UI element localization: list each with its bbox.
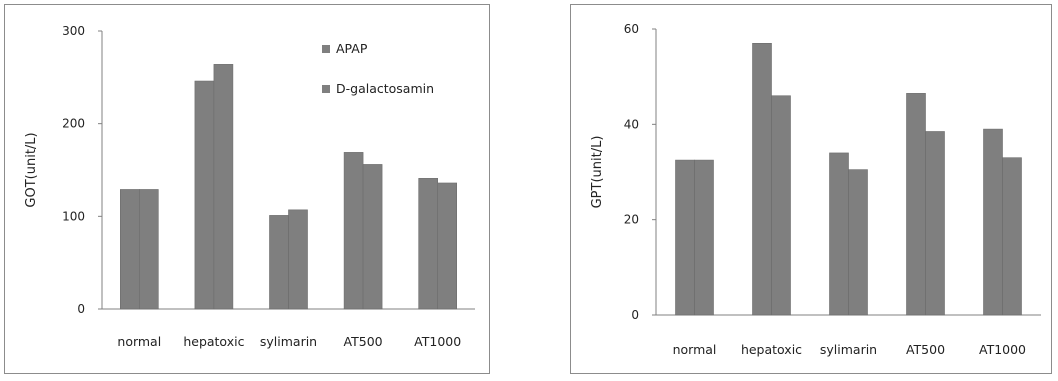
x-category-label: hepatoxic: [741, 342, 802, 357]
y-axis-label: GPT(unit/L): [590, 136, 605, 209]
bar-hepatoxic-series-2: [214, 64, 233, 309]
bar-sylimarin-series-1: [270, 215, 289, 309]
bar-AT500-series-2: [363, 164, 382, 309]
bar-hepatoxic-series-1: [195, 81, 214, 309]
bar-normal-series-1: [120, 189, 139, 309]
bar-AT500-series-1: [907, 93, 926, 315]
y-tick-label: 60: [624, 22, 639, 36]
gpt-bar-chart: 0 20 40 60 GPT(unit/L) normal hepatoxic sylimar…: [571, 5, 1053, 375]
bar-AT1000-series-2: [1003, 158, 1022, 315]
got-bar-chart: 0 100 200 300 GOT(unit/L) normal hepatoxic syli…: [5, 5, 491, 375]
y-tick-label: 0: [77, 302, 85, 316]
x-category-label: normal: [117, 334, 161, 349]
x-category-label: sylimarin: [820, 342, 877, 357]
bar-AT1000-series-1: [419, 178, 438, 309]
x-category-label: AT500: [344, 334, 383, 349]
bar-AT500-series-1: [344, 152, 363, 309]
legend-label: APAP: [336, 41, 368, 56]
y-tick-label: 40: [624, 117, 639, 131]
legend-label: D-galactosamin: [336, 81, 434, 96]
gpt-chart-panel: 0 20 40 60 GPT(unit/L) normal hepatoxic sylimar…: [570, 4, 1052, 374]
bar-normal-series-2: [695, 160, 714, 315]
x-category-label: sylimarin: [260, 334, 317, 349]
x-category-label: normal: [673, 342, 717, 357]
bar-AT1000-series-2: [438, 183, 457, 309]
legend-swatch: [322, 45, 330, 53]
y-axis-label: GOT(unit/L): [24, 132, 39, 207]
y-tick-label: 100: [62, 209, 85, 223]
x-category-label: AT500: [906, 342, 945, 357]
legend-swatch: [322, 85, 330, 93]
bar-sylimarin-series-2: [289, 210, 308, 309]
x-category-label: AT1000: [414, 334, 461, 349]
bar-hepatoxic-series-2: [772, 96, 791, 315]
x-category-label: hepatoxic: [183, 334, 244, 349]
got-chart-panel: 0 100 200 300 GOT(unit/L) normal hepatoxic syli…: [4, 4, 490, 374]
bar-sylimarin-series-2: [849, 170, 868, 315]
bar-normal-series-2: [139, 189, 158, 309]
y-tick-label: 300: [62, 24, 85, 38]
bar-sylimarin-series-1: [830, 153, 849, 315]
x-category-label: AT1000: [979, 342, 1026, 357]
y-tick-label: 0: [631, 308, 639, 322]
bar-AT1000-series-1: [984, 129, 1003, 315]
bar-AT500-series-2: [926, 131, 945, 315]
y-tick-label: 20: [624, 213, 639, 227]
y-tick-label: 200: [62, 117, 85, 131]
bar-hepatoxic-series-1: [753, 43, 772, 315]
bar-normal-series-1: [676, 160, 695, 315]
